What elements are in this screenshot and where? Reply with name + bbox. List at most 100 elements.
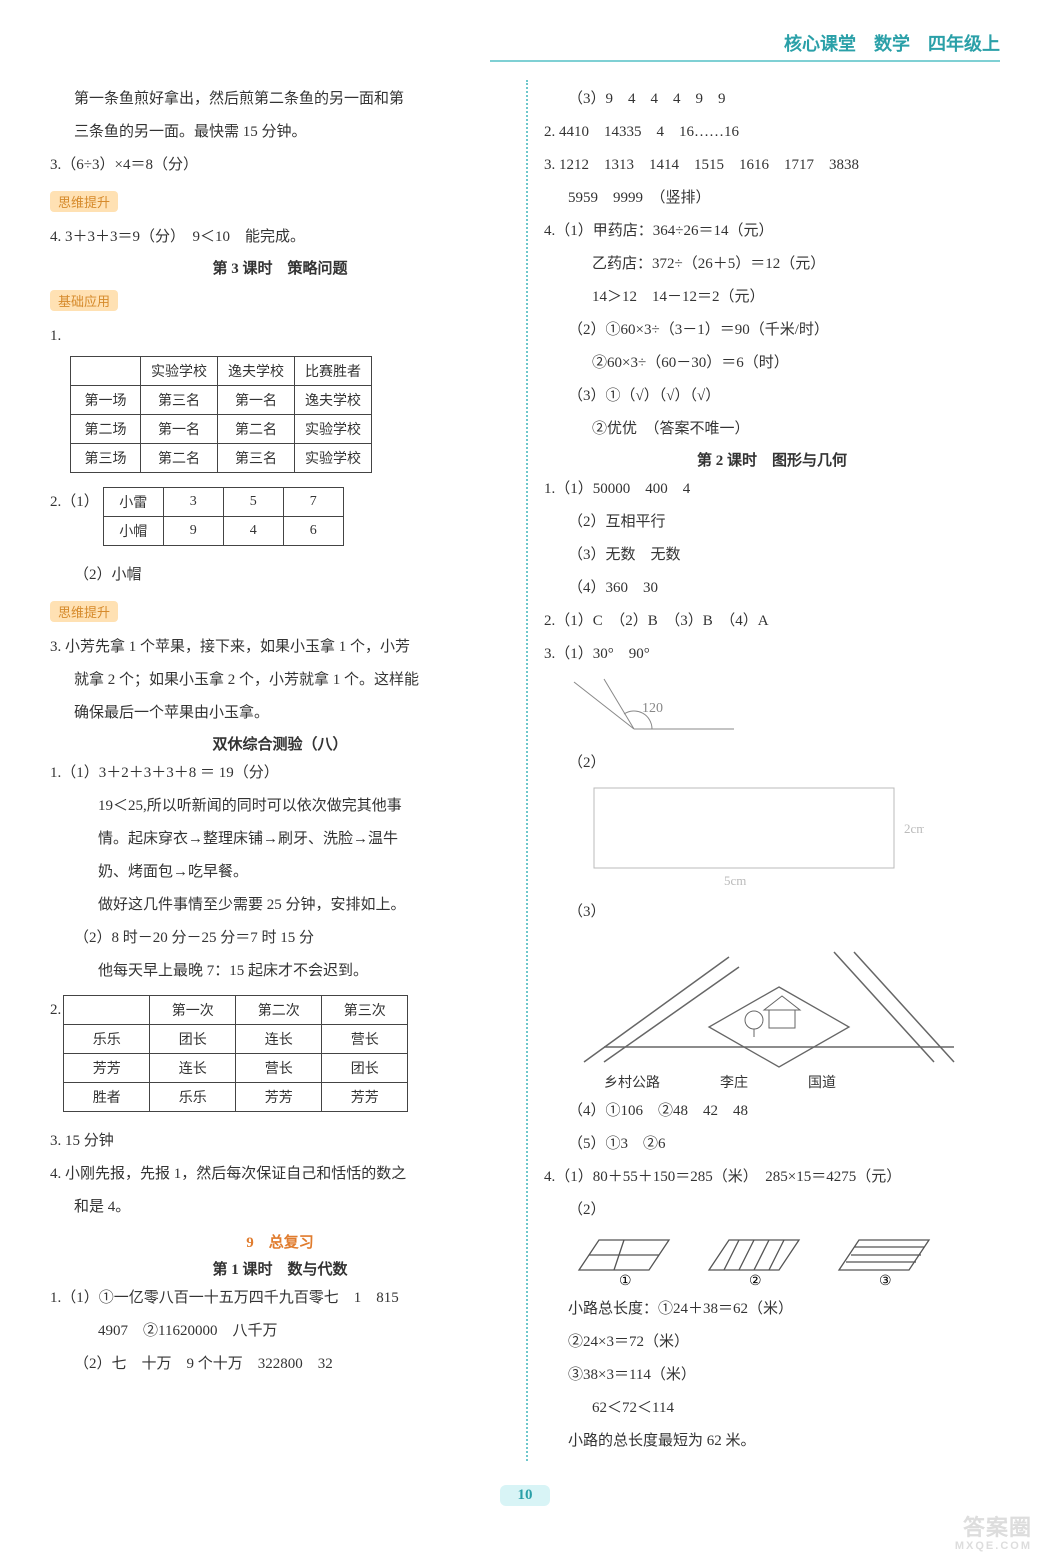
cell: 6 [283, 517, 343, 546]
text: 乙药店：372÷（26＋5）＝12（元） [544, 251, 1000, 278]
svg-text:③: ③ [879, 1274, 892, 1289]
parallelograms: ① ② ③ [564, 1230, 1000, 1290]
rect-w-label: 5cm [724, 873, 746, 888]
text: （5）①3 ②6 [544, 1131, 1000, 1158]
text: 和是 4。 [50, 1194, 510, 1221]
text: ③38×3＝114（米） [544, 1362, 1000, 1389]
text: （2） [544, 750, 1000, 777]
angle-label: 120 [642, 701, 663, 716]
cell: 实验学校 [295, 415, 372, 444]
text: 1. [50, 323, 510, 350]
text: 2.（1）C （2）B （3）B （4）A [544, 608, 1000, 635]
text: 情。起床穿衣→整理床铺→刷牙、洗脸→温牛 [50, 826, 510, 853]
cell: 9 [163, 517, 223, 546]
watermark-sub: MXQE.COM [955, 1540, 1032, 1552]
cell: 实验学校 [141, 357, 218, 386]
cell: 逸夫学校 [295, 386, 372, 415]
rectangle-figure: 2cm 5cm [564, 783, 1000, 893]
text: 3. 小芳先拿 1 个苹果，接下来，如果小玉拿 1 个，小芳 [50, 634, 510, 661]
text: 2. 4410 14335 4 16……16 [544, 119, 1000, 146]
text: 确保最后一个苹果由小玉拿。 [50, 700, 510, 727]
watermark: 答案圈 MXQE.COM [955, 1516, 1032, 1552]
text: （3）①（√）（√）（√） [544, 383, 1000, 410]
text: （2）8 时－20 分－25 分＝7 时 15 分 [50, 925, 510, 952]
cell: 第三名 [218, 444, 295, 473]
cell: 营长 [236, 1054, 322, 1083]
rect-h-label: 2cm [904, 821, 924, 836]
cell: 乐乐 [150, 1083, 236, 1112]
text: 3. 15 分钟 [50, 1128, 510, 1155]
road-left-label: 乡村公路 [604, 1072, 660, 1092]
svg-text:②: ② [749, 1274, 762, 1289]
table-3: 第一次 第二次 第三次 乐乐 团长 连长 营长 芳芳 连长 营长 团长 [63, 995, 408, 1112]
text: 4907 ②11620000 八千万 [50, 1318, 510, 1345]
cell: 第三名 [141, 386, 218, 415]
cell: 第一场 [71, 386, 141, 415]
text: 第一条鱼煎好拿出，然后煎第二条鱼的另一面和第 [50, 86, 510, 113]
text: （2） [544, 1197, 1000, 1224]
text: ②优优 （答案不唯一） [544, 416, 1000, 443]
cell: 连长 [150, 1054, 236, 1083]
header-rule [490, 60, 1000, 62]
cell: 小帽 [103, 517, 163, 546]
cell: 第二名 [218, 415, 295, 444]
text: （4）①106 ②48 42 48 [544, 1098, 1000, 1125]
cell: 4 [223, 517, 283, 546]
text: 1.（1）50000 400 4 [544, 476, 1000, 503]
text: 3. 1212 1313 1414 1515 1616 1717 3838 [544, 152, 1000, 179]
lesson-title: 第 2 课时 图形与几何 [544, 449, 1000, 470]
road-center-label: 李庄 [720, 1072, 748, 1092]
text: 2.（1） [50, 489, 99, 516]
cell: 团长 [322, 1054, 408, 1083]
text: 奶、烤面包→吃早餐。 [50, 859, 510, 886]
cell [71, 357, 141, 386]
text: ②60×3÷（60－30）＝6（时） [544, 350, 1000, 377]
text: 三条鱼的另一面。最快需 15 分钟。 [50, 119, 510, 146]
test-title: 双休综合测验（八） [50, 733, 510, 754]
cell: 第一次 [150, 996, 236, 1025]
cell: 第一名 [218, 386, 295, 415]
angle-figure: 120 [564, 674, 1000, 744]
text: 4.（1）甲药店：364÷26＝14（元） [544, 218, 1000, 245]
cell: 第二场 [71, 415, 141, 444]
text: 小路总长度：①24＋38＝62（米） [544, 1296, 1000, 1323]
road-right-label: 国道 [808, 1072, 836, 1092]
cell: 第一名 [141, 415, 218, 444]
cell: 第二名 [141, 444, 218, 473]
lesson-title: 第 3 课时 策略问题 [50, 257, 510, 278]
text: （2）七 十万 9 个十万 322800 32 [50, 1351, 510, 1378]
text: 小路的总长度最短为 62 米。 [544, 1428, 1000, 1455]
table-2: 小雷 3 5 7 小帽 9 4 6 [103, 487, 344, 546]
badge-thinking: 思维提升 [50, 191, 118, 212]
text: 3.（6÷3）×4＝8（分） [50, 152, 510, 179]
cell [64, 996, 150, 1025]
text: 1.（1）①一亿零八百一十五万四千九百零七 1 815 [50, 1285, 510, 1312]
text: 就拿 2 个；如果小玉拿 2 个，小芳就拿 1 个。这样能 [50, 667, 510, 694]
text: 19＜25,所以听新闻的同时可以依次做完其他事 [50, 793, 510, 820]
text: （3）无数 无数 [544, 542, 1000, 569]
table-1: 实验学校 逸夫学校 比赛胜者 第一场 第三名 第一名 逸夫学校 第二场 第一名 … [70, 356, 372, 473]
text: （3）9 4 4 4 9 9 [544, 86, 1000, 113]
cell: 逸夫学校 [218, 357, 295, 386]
cell: 3 [163, 488, 223, 517]
cell: 芳芳 [236, 1083, 322, 1112]
text: 做好这几件事情至少需要 25 分钟，安排如上。 [50, 892, 510, 919]
text: （4）360 30 [544, 575, 1000, 602]
cell: 实验学校 [295, 444, 372, 473]
cell: 营长 [322, 1025, 408, 1054]
cell: 第二次 [236, 996, 322, 1025]
chapter-title: 9 总复习 [50, 1231, 510, 1252]
text: 4. 小刚先报，先报 1，然后每次保证自己和恬恬的数之 [50, 1161, 510, 1188]
text: （2）互相平行 [544, 509, 1000, 536]
page-header: 核心课堂 数学 四年级上 [50, 30, 1000, 56]
cell: 5 [223, 488, 283, 517]
text: 4.（1）80＋55＋150＝285（米） 285×15＝4275（元） [544, 1164, 1000, 1191]
cell: 第三次 [322, 996, 408, 1025]
right-column: （3）9 4 4 4 9 9 2. 4410 14335 4 16……16 3.… [544, 80, 1000, 1461]
cell: 连长 [236, 1025, 322, 1054]
cell: 第三场 [71, 444, 141, 473]
cell: 乐乐 [64, 1025, 150, 1054]
cell: 比赛胜者 [295, 357, 372, 386]
badge-basic: 基础应用 [50, 290, 118, 311]
text: （2）小帽 [50, 562, 510, 589]
